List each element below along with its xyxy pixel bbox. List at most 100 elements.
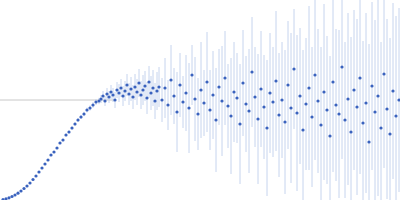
point: [129, 87, 132, 90]
point: [238, 122, 241, 125]
point: [101, 94, 104, 97]
point: [301, 128, 304, 131]
point: [133, 85, 136, 88]
error-bar: [351, 37, 352, 200]
point: [105, 92, 108, 95]
point: [265, 126, 268, 129]
point: [10, 195, 13, 198]
point: [155, 89, 158, 92]
point: [262, 105, 265, 108]
point: [214, 118, 217, 121]
point: [175, 110, 178, 113]
point: [328, 134, 331, 137]
point: [202, 101, 205, 104]
point: [397, 98, 400, 101]
point: [268, 91, 271, 94]
point: [113, 98, 116, 101]
point: [141, 88, 144, 91]
point: [119, 86, 122, 89]
error-bars: [3, 0, 399, 200]
point: [123, 89, 126, 92]
point: [91, 103, 94, 106]
point: [99, 97, 102, 100]
point: [13, 193, 16, 196]
point: [111, 93, 114, 96]
error-bar: [303, 50, 304, 200]
point: [292, 67, 295, 70]
point: [25, 184, 28, 187]
point: [235, 96, 238, 99]
error-bar: [363, 41, 364, 200]
point: [37, 170, 40, 173]
point: [259, 87, 262, 90]
point: [169, 78, 172, 81]
point: [280, 98, 283, 101]
point: [376, 94, 379, 97]
point: [85, 108, 88, 111]
point: [286, 83, 289, 86]
point: [394, 114, 397, 117]
point: [391, 89, 394, 92]
point: [337, 112, 340, 115]
point: [307, 86, 310, 89]
point: [220, 99, 223, 102]
point: [352, 88, 355, 91]
point: [125, 83, 128, 86]
point: [88, 106, 91, 109]
point: [22, 187, 25, 190]
point: [373, 110, 376, 113]
plot-area: [0, 0, 400, 200]
error-bar: [330, 56, 331, 200]
point: [7, 196, 10, 199]
point: [379, 126, 382, 129]
point: [289, 106, 292, 109]
point: [109, 90, 112, 93]
point: [331, 80, 334, 83]
point: [325, 108, 328, 111]
point: [163, 86, 166, 89]
point: [340, 65, 343, 68]
error-bar: [396, 16, 397, 200]
point: [232, 90, 235, 93]
point: [16, 192, 19, 195]
point: [208, 108, 211, 111]
point: [43, 162, 46, 165]
point: [157, 85, 160, 88]
point: [4, 197, 7, 200]
point: [193, 97, 196, 100]
point: [82, 112, 85, 115]
point: [70, 126, 73, 129]
point: [40, 166, 43, 169]
point: [283, 120, 286, 123]
point: [223, 76, 226, 79]
point: [76, 118, 79, 121]
point: [153, 99, 156, 102]
error-bar: [375, 20, 376, 200]
point: [67, 130, 70, 133]
point: [346, 97, 349, 100]
point: [316, 99, 319, 102]
point: [247, 109, 250, 112]
point: [79, 115, 82, 118]
error-bar: [390, 38, 391, 200]
point: [205, 80, 208, 83]
point: [295, 111, 298, 114]
point: [137, 81, 140, 84]
error-bar: [315, 0, 316, 160]
point: [145, 96, 148, 99]
point: [103, 99, 106, 102]
point: [131, 95, 134, 98]
point: [127, 92, 130, 95]
point: [382, 72, 385, 75]
point: [388, 132, 391, 135]
point: [253, 95, 256, 98]
point: [46, 158, 49, 161]
point: [211, 93, 214, 96]
point: [121, 94, 124, 97]
point: [241, 81, 244, 84]
point: [343, 118, 346, 121]
point: [385, 107, 388, 110]
point: [160, 98, 163, 101]
point: [52, 150, 55, 153]
point: [184, 91, 187, 94]
